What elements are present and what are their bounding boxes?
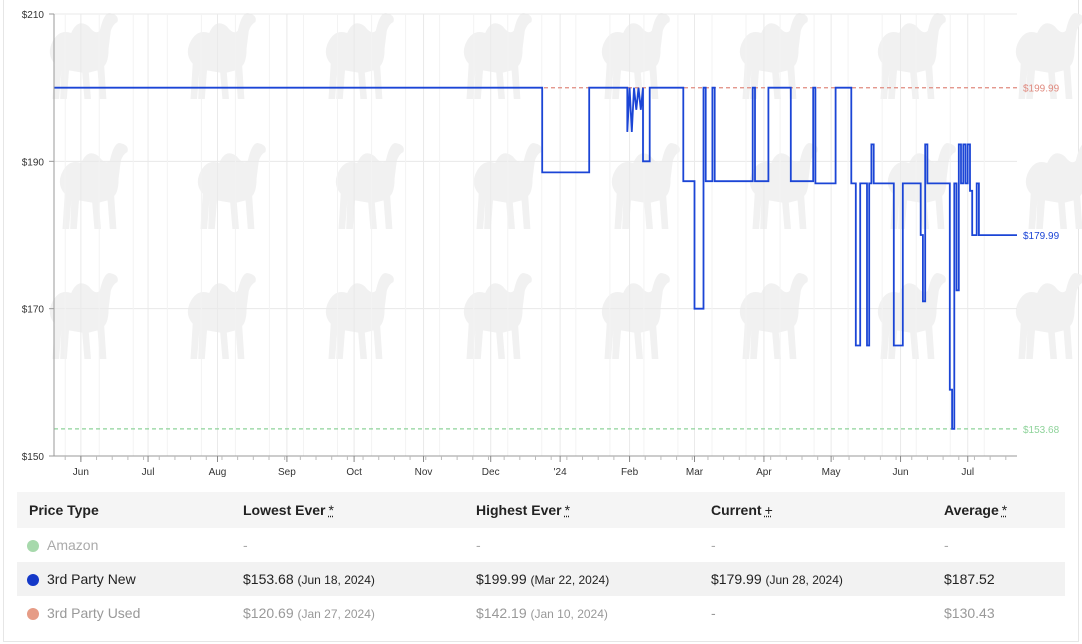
x-tick-label: Dec (482, 467, 500, 478)
table-row-amazon[interactable]: Amazon - - - - (17, 528, 1065, 562)
camel-watermark-icon (1015, 272, 1082, 360)
y-tick-label: $170 (22, 305, 45, 316)
table-row-3rd-party-new[interactable]: 3rd Party New $153.68 (Jun 18, 2024) $19… (17, 562, 1065, 596)
header-price-type: Price Type (29, 502, 99, 518)
header-highest-ever: Highest Ever * (476, 502, 571, 518)
camel-watermark-icon (877, 272, 946, 359)
table-row-3rd-party-used[interactable]: 3rd Party Used $120.69 (Jan 27, 2024) $1… (17, 596, 1065, 630)
x-tick-label: Aug (209, 467, 227, 478)
price-type-label: 3rd Party New (47, 571, 136, 587)
reference-line-label: $153.68 (1023, 425, 1060, 436)
series-toggle-dot[interactable] (27, 574, 39, 587)
current-cell: - (711, 605, 716, 621)
price-history-panel (3, 0, 1079, 642)
header-average: Average * (944, 502, 1008, 518)
camel-watermark-icon (611, 142, 680, 229)
average-footnote-link[interactable]: * (1001, 502, 1008, 518)
price-type-cell[interactable]: Amazon (17, 528, 243, 562)
price-type-cell[interactable]: 3rd Party New (17, 562, 243, 596)
camel-watermark-icon (197, 142, 266, 229)
camel-watermark-icon (739, 12, 808, 99)
current-price-label: $179.99 (1023, 231, 1060, 242)
reference-lines: $199.99 $153.68 (54, 84, 1060, 436)
camel-watermark-icon (887, 142, 956, 229)
reference-line-label: $199.99 (1023, 84, 1060, 95)
camel-watermark-icon (49, 272, 118, 359)
camel-watermark-icon (187, 272, 256, 359)
series-line-3rd-party-new (54, 86, 1017, 430)
price-summary-table: Price Type Lowest Ever * Highest Ever * Cu… (17, 492, 1065, 630)
chart-axes: $150 $170 $190 $210 Jun Jul Aug Sep Oct Nov Dec '24… (22, 10, 1017, 478)
highest-footnote-link[interactable]: * (564, 502, 571, 518)
camel-watermark-icon (463, 272, 532, 359)
x-tick-label: Nov (415, 467, 433, 478)
y-tick-label: $190 (22, 157, 45, 168)
average-cell: $187.52 (944, 571, 995, 587)
x-tick-label: Jun (892, 467, 908, 478)
camel-watermark-pattern (49, 12, 1082, 360)
highest-cell: $142.19 (Jan 10, 2024) (476, 605, 608, 621)
camel-watermark-icon (877, 12, 946, 99)
y-tick-label: $150 (22, 452, 45, 463)
header-current: Current + (711, 502, 773, 518)
price-history-chart: $199.99 $153.68 $179.99 $150 $170 $190 $210 J… (22, 10, 1082, 478)
x-tick-label: '24 (554, 467, 567, 478)
price-type-label: 3rd Party Used (47, 605, 141, 621)
price-series: $179.99 (54, 86, 1060, 430)
x-tick-label: Jul (961, 467, 974, 478)
lowest-cell: $120.69 (Jan 27, 2024) (243, 605, 375, 621)
camel-watermark-icon (749, 142, 818, 229)
camel-watermark-icon (59, 142, 128, 229)
x-tick-label: Oct (346, 467, 362, 478)
camel-watermark-icon (1025, 144, 1082, 230)
camel-watermark-icon (601, 12, 670, 99)
highest-cell: $199.99 (Mar 22, 2024) (476, 571, 610, 587)
average-cell: $130.43 (944, 605, 995, 621)
x-tick-label: May (822, 467, 841, 478)
lowest-footnote-link[interactable]: * (328, 502, 334, 518)
x-tick-label: Mar (686, 467, 704, 478)
current-cell: - (711, 537, 716, 553)
camel-watermark-icon (1015, 12, 1082, 100)
y-tick-label: $210 (22, 10, 45, 21)
price-type-label: Amazon (47, 537, 99, 553)
lowest-cell: - (243, 537, 248, 553)
x-tick-label: Jul (142, 467, 155, 478)
current-cell: $179.99 (Jun 28, 2024) (711, 571, 843, 587)
camel-watermark-icon (325, 272, 394, 359)
series-toggle-dot[interactable] (27, 608, 39, 621)
x-tick-label: Jun (73, 467, 89, 478)
x-tick-label: Sep (278, 467, 296, 478)
camel-watermark-icon (601, 272, 670, 359)
x-tick-label: Feb (621, 467, 639, 478)
camel-watermark-icon (335, 142, 404, 229)
table-header-row: Price Type Lowest Ever * Highest Ever * Cu… (17, 492, 1065, 528)
camel-watermark-icon (463, 12, 532, 99)
price-type-cell[interactable]: 3rd Party Used (17, 596, 243, 630)
average-cell: - (944, 537, 949, 553)
lowest-cell: $153.68 (Jun 18, 2024) (243, 571, 375, 587)
header-lowest-ever: Lowest Ever * (243, 502, 334, 518)
series-toggle-dot[interactable] (27, 540, 39, 553)
camel-watermark-icon (739, 272, 808, 359)
camel-watermark-icon (325, 12, 394, 99)
camel-watermark-icon (187, 12, 256, 99)
current-footnote-link[interactable]: + (764, 502, 773, 518)
x-tick-label: Apr (756, 467, 772, 478)
camel-watermark-icon (49, 12, 118, 99)
highest-cell: - (476, 537, 481, 553)
